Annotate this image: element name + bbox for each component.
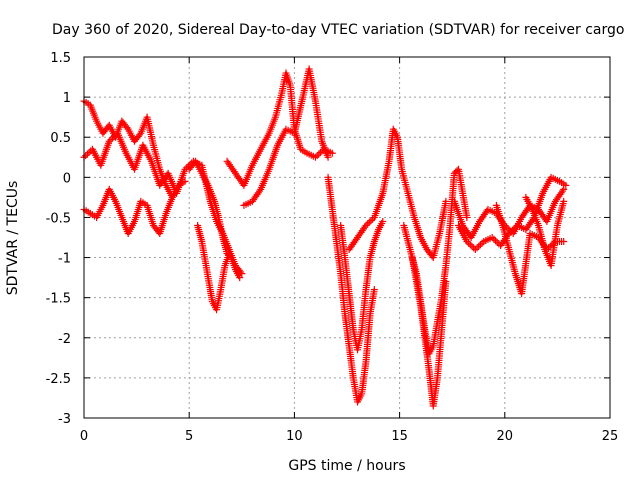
data-point [562,181,570,189]
y-tick-label: 0 [63,171,71,186]
data-point [507,228,515,236]
data-point [324,153,332,161]
data-point [370,286,378,294]
data-point [465,239,473,247]
data-point [364,220,372,228]
data-point [510,225,518,233]
data-point [311,153,319,161]
series-track-16 [522,193,568,270]
data-point [369,215,377,223]
y-tick-label: -0.5 [46,211,71,226]
data-point [367,217,375,225]
data-point [442,278,450,286]
data-point [123,124,131,132]
data-point [468,242,476,250]
y-tick-label: -3 [58,412,71,427]
data-point [560,238,568,246]
series-track-12 [408,254,450,410]
y-tick-label: 1 [63,91,71,106]
y-tick-label: -1 [58,252,71,267]
data-point [365,218,373,226]
data-point [168,193,176,201]
x-tick-label: 15 [391,429,408,444]
x-axis-label: GPS time / hours [288,458,405,474]
y-tick-label: -2.5 [46,372,71,387]
data-point [256,187,264,195]
series-track-6 [223,69,336,189]
data-point [313,152,321,160]
y-tick-label: -1.5 [46,292,71,307]
y-axis-label: SDTVAR / TECUs [5,181,21,296]
data-point [560,197,568,205]
series-track-9 [337,217,387,354]
data-point [478,239,486,247]
data-point [315,150,323,158]
plot-frame [83,56,611,419]
data-point [442,197,450,205]
data-point [463,238,471,246]
chart-title: Day 360 of 2020, Sidereal Day-to-day VTE… [52,22,624,38]
series-track-10 [345,125,450,262]
series-track-3 [80,185,176,237]
data-point [379,217,387,225]
data-marks [80,65,570,410]
series-track-4 [185,157,244,282]
data-point [316,148,324,156]
data-point [236,274,244,282]
data-point [82,152,90,160]
x-tick-label: 10 [286,429,303,444]
data-point [559,187,567,195]
data-point [83,150,91,158]
y-axis-ticks: 1.5 1 0.5 0 -0.5 -1 -1.5 -2 -2.5 -3 [46,51,610,427]
data-point [473,244,481,252]
data-point [546,242,554,250]
data-point [512,223,520,231]
data-point [471,246,479,254]
series-track-11 [400,165,471,358]
x-axis-ticks: 0 5 10 15 20 25 [80,57,618,444]
series-track-8 [324,173,378,406]
data-point [476,241,484,249]
data-point [475,242,483,250]
data-point [488,234,496,241]
data-point [107,136,115,144]
data-point [492,237,500,245]
x-tick-label: 25 [602,429,619,444]
x-tick-label: 5 [185,429,193,444]
y-tick-label: -2 [58,332,71,347]
data-point [105,137,113,145]
data-point [85,148,93,156]
data-point [225,250,233,258]
x-tick-label: 20 [497,429,514,444]
data-point [490,235,498,243]
series-track-5 [194,221,233,314]
x-tick-label: 0 [80,429,88,444]
y-tick-label: 1.5 [50,51,71,66]
y-tick-label: 0.5 [50,131,71,146]
data-point [181,177,189,185]
data-point [466,241,474,249]
data-point [508,226,516,234]
data-point [362,221,370,229]
data-point [136,131,144,139]
series-track-7 [240,65,332,209]
data-point [463,213,471,221]
